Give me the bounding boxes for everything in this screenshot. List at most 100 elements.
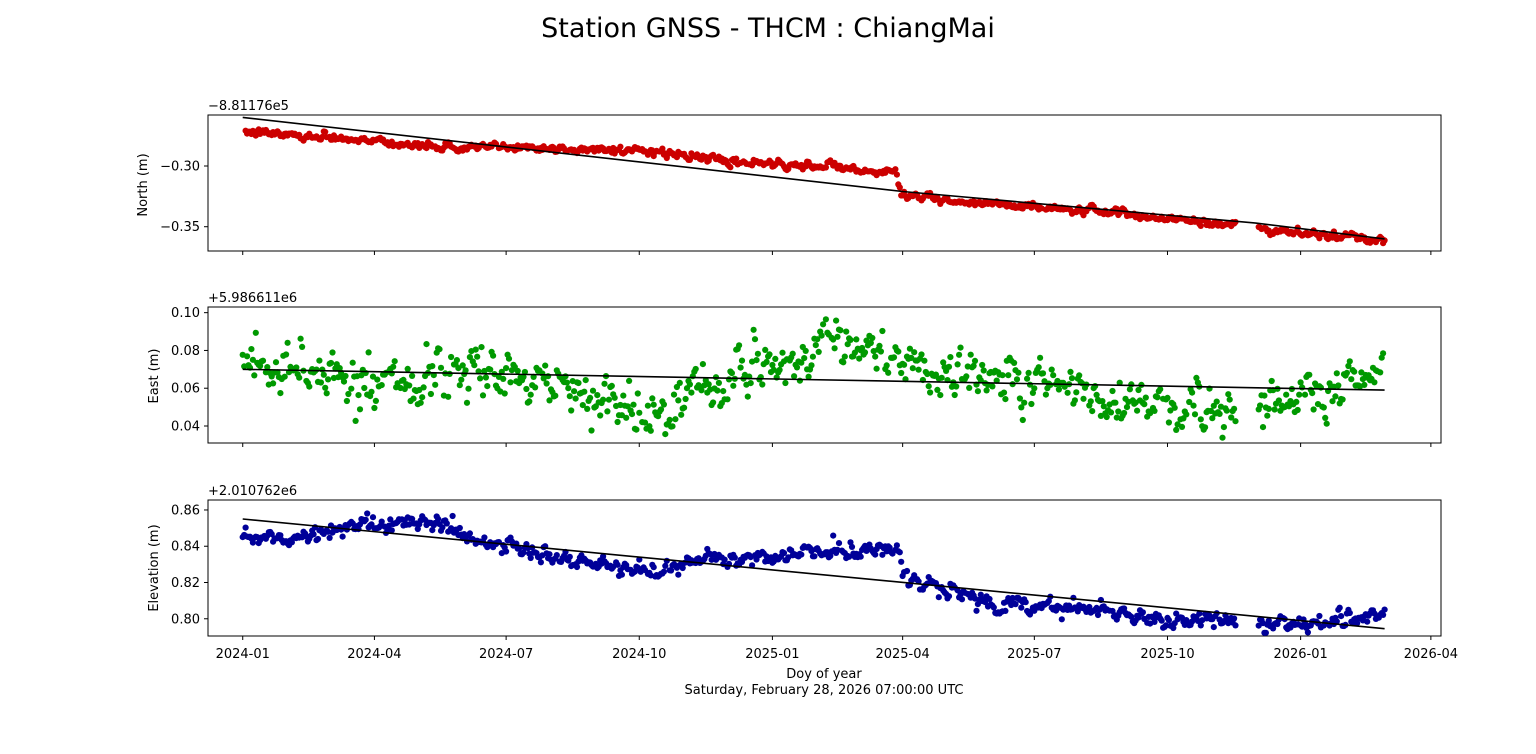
data-point [1126, 386, 1133, 393]
data-point [811, 553, 818, 560]
data-point [1310, 406, 1317, 413]
data-point [600, 553, 607, 560]
data-point [830, 532, 837, 539]
data-point [911, 349, 918, 356]
data-point [835, 540, 843, 547]
data-point [688, 389, 695, 396]
chart-title: Station GNSS - THCM : ChiangMai [541, 13, 995, 44]
data-point [749, 562, 756, 569]
data-point [971, 357, 979, 364]
data-point [898, 558, 905, 565]
y-tick-label: 0.10 [171, 306, 200, 321]
trend-line [242, 518, 1385, 630]
data-point [1225, 391, 1232, 398]
data-point [1223, 407, 1230, 414]
panel-north-frame [207, 114, 1442, 252]
data-point [846, 553, 853, 560]
data-point [1141, 401, 1148, 408]
data-point [242, 524, 249, 531]
data-point [520, 549, 527, 556]
data-point [848, 543, 856, 551]
data-point [728, 370, 736, 377]
data-point [443, 520, 450, 527]
panel-elevation-frame [207, 499, 1442, 637]
data-point [798, 359, 805, 366]
data-point [1323, 420, 1330, 427]
data-point [1092, 383, 1099, 390]
x-tick-label: 2025-04 [875, 647, 929, 662]
data-point [371, 404, 378, 412]
data-point [283, 351, 290, 358]
data-point [436, 346, 443, 353]
data-point [546, 551, 553, 558]
data-point [1123, 404, 1131, 411]
data-point [478, 344, 485, 351]
data-point [589, 387, 597, 394]
data-point [647, 427, 654, 434]
data-point [414, 525, 421, 533]
data-point [650, 564, 657, 571]
data-point [843, 328, 850, 335]
data-point [1022, 599, 1029, 606]
data-point [1283, 391, 1290, 398]
data-point [1099, 398, 1106, 405]
data-point [1109, 387, 1116, 395]
data-point [1093, 391, 1100, 398]
data-point [1112, 399, 1119, 406]
data-point [753, 556, 760, 563]
data-point [378, 382, 385, 389]
data-point [1338, 613, 1345, 620]
data-point [327, 359, 335, 367]
x-tick-label: 2024-07 [479, 647, 533, 662]
data-point [1232, 418, 1239, 425]
data-point [503, 548, 510, 555]
data-point [1371, 379, 1378, 386]
data-point [361, 384, 368, 392]
data-point [753, 357, 760, 364]
data-point [1197, 222, 1204, 229]
data-point [669, 423, 676, 430]
data-point [322, 384, 329, 391]
data-point [766, 351, 773, 358]
data-point [342, 372, 349, 380]
data-point [1050, 372, 1057, 379]
data-point [626, 377, 633, 384]
data-point [867, 339, 874, 347]
data-point [663, 557, 670, 564]
data-point [893, 171, 901, 178]
data-point [1024, 375, 1031, 382]
data-point [918, 351, 925, 358]
x-tick-label: 2024-04 [347, 647, 401, 662]
data-point [463, 399, 471, 406]
data-point [588, 427, 595, 434]
data-point [1354, 620, 1361, 627]
x-axis-timestamp: Saturday, February 28, 2026 07:00:00 UTC [685, 683, 964, 698]
data-point [1183, 411, 1190, 418]
data-point [954, 361, 961, 368]
data-point [657, 406, 665, 413]
data-point [1332, 393, 1339, 400]
data-point [620, 392, 627, 399]
data-point [754, 350, 762, 357]
data-point [462, 367, 469, 374]
data-point [1013, 376, 1021, 383]
data-point [1035, 364, 1042, 371]
data-point [649, 395, 656, 402]
data-point [1164, 394, 1171, 401]
data-point [1064, 389, 1071, 396]
data-point [553, 552, 560, 559]
data-point [562, 373, 569, 380]
data-point [313, 366, 320, 373]
data-point [345, 390, 352, 398]
data-point [1031, 385, 1038, 392]
data-point [1380, 611, 1387, 619]
data-point [579, 402, 586, 409]
data-point [356, 406, 364, 413]
data-point [953, 383, 960, 390]
data-point [1293, 398, 1300, 405]
data-point [1094, 611, 1102, 619]
data-point [420, 384, 427, 391]
data-point [340, 378, 348, 385]
data-point [500, 375, 507, 382]
data-point [1055, 386, 1062, 393]
